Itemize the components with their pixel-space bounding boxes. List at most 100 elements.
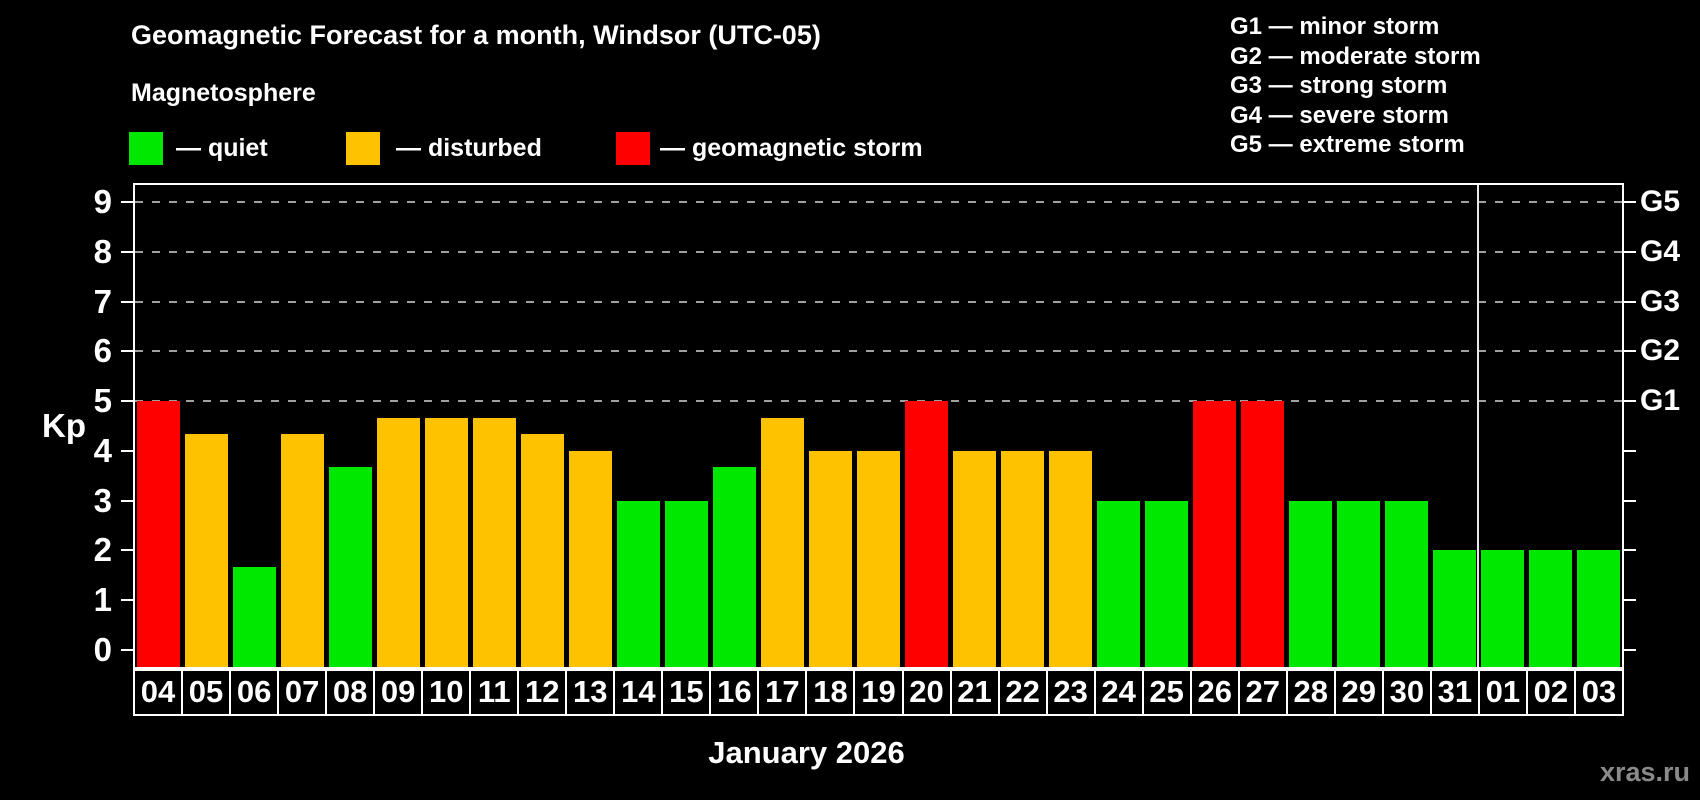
- bar-day-15: [665, 500, 709, 667]
- date-cell-23: 23: [1045, 669, 1096, 716]
- date-cell-30: 30: [1381, 669, 1432, 716]
- right-axis-label-g5: G5: [1640, 185, 1681, 219]
- y-axis-tick-left-7: [121, 300, 133, 303]
- y-axis-tick-left-6: [121, 350, 133, 353]
- y-axis-tick-right-7: [1624, 300, 1636, 303]
- bar-day-18: [809, 450, 853, 667]
- y-axis-title: Kp: [42, 407, 86, 444]
- date-cell-08: 08: [325, 669, 376, 716]
- bar-day-23: [1048, 450, 1092, 667]
- watermark: xras.ru: [1599, 757, 1690, 787]
- legend-storm-label: — geomagnetic storm: [660, 134, 923, 162]
- right-axis-label-g4: G4: [1640, 235, 1681, 269]
- bar-day-24: [1096, 500, 1140, 667]
- y-axis-tick-left-5: [121, 400, 133, 403]
- bar-day-06: [233, 566, 277, 667]
- date-cell-02: 02: [1525, 669, 1576, 716]
- y-axis-tick-right-2: [1624, 549, 1636, 552]
- date-cell-28: 28: [1285, 669, 1336, 716]
- month-separator-line: [1477, 185, 1480, 667]
- y-axis-tick-right-1: [1624, 598, 1636, 601]
- chart-subtitle: Magnetosphere: [131, 79, 316, 107]
- date-cell-13: 13: [565, 669, 616, 716]
- right-axis-label-g3: G3: [1640, 284, 1681, 318]
- chart-title: Geomagnetic Forecast for a month, Windso…: [131, 20, 821, 50]
- bar-day-13: [569, 450, 613, 667]
- plot-area: [133, 183, 1624, 669]
- y-axis-label-6: 6: [93, 332, 112, 370]
- y-axis-label-4: 4: [93, 431, 112, 469]
- bar-day-05: [185, 434, 229, 667]
- y-axis-tick-right-9: [1624, 201, 1636, 204]
- date-cell-09: 09: [373, 669, 424, 716]
- y-axis-label-5: 5: [93, 382, 112, 420]
- y-axis-label-1: 1: [93, 580, 112, 618]
- y-axis-tick-left-3: [121, 499, 133, 502]
- bar-day-29: [1336, 500, 1380, 667]
- y-axis-label-9: 9: [93, 183, 112, 221]
- date-cell-03: 03: [1573, 669, 1624, 716]
- date-cell-29: 29: [1333, 669, 1384, 716]
- date-cell-05: 05: [181, 669, 232, 716]
- date-cell-25: 25: [1141, 669, 1192, 716]
- right-axis-label-g2: G2: [1640, 334, 1681, 368]
- y-axis-tick-left-2: [121, 549, 133, 552]
- gridline-kp5: [135, 400, 1622, 403]
- gridline-kp9: [135, 201, 1622, 204]
- y-axis-tick-right-0: [1624, 648, 1636, 651]
- bar-day-03: [1576, 550, 1620, 667]
- bar-day-26: [1192, 401, 1236, 667]
- date-cell-07: 07: [277, 669, 328, 716]
- bar-day-16: [713, 467, 757, 667]
- date-cell-27: 27: [1237, 669, 1288, 716]
- date-cell-01: 01: [1477, 669, 1528, 716]
- g-legend-row-g5: G5 — extreme storm: [1230, 131, 1465, 159]
- date-cell-16: 16: [709, 669, 760, 716]
- date-cell-31: 31: [1429, 669, 1480, 716]
- bar-day-20: [904, 401, 948, 667]
- y-axis-tick-right-6: [1624, 350, 1636, 353]
- date-cell-18: 18: [805, 669, 856, 716]
- date-cell-14: 14: [613, 669, 664, 716]
- date-cell-10: 10: [421, 669, 472, 716]
- g-legend-row-g3: G3 — strong storm: [1230, 72, 1448, 100]
- bar-day-28: [1288, 500, 1332, 667]
- bar-day-04: [137, 401, 181, 667]
- y-axis-tick-left-4: [121, 449, 133, 452]
- y-axis-tick-left-0: [121, 648, 133, 651]
- y-axis-tick-left-9: [121, 201, 133, 204]
- date-cell-04: 04: [133, 669, 184, 716]
- bar-day-07: [281, 434, 325, 667]
- y-axis-tick-right-5: [1624, 400, 1636, 403]
- y-axis-tick-right-3: [1624, 499, 1636, 502]
- date-cell-06: 06: [229, 669, 280, 716]
- legend-disturbed-label: — disturbed: [396, 134, 542, 162]
- date-cell-24: 24: [1093, 669, 1144, 716]
- y-axis-label-2: 2: [93, 531, 112, 569]
- gridline-kp7: [135, 300, 1622, 303]
- g-legend-row-g4: G4 — severe storm: [1230, 101, 1449, 129]
- bar-day-11: [473, 417, 517, 667]
- bar-day-19: [857, 450, 900, 667]
- y-axis-tick-left-1: [121, 598, 133, 601]
- date-cell-12: 12: [517, 669, 568, 716]
- bar-day-02: [1528, 550, 1572, 667]
- bar-day-10: [425, 417, 469, 667]
- date-cell-20: 20: [901, 669, 952, 716]
- date-cell-21: 21: [949, 669, 1000, 716]
- gridline-kp6: [135, 350, 1622, 353]
- date-cell-22: 22: [997, 669, 1048, 716]
- x-axis-date-row: 04 05 06 07 08 09 10 11 12 13 14 15 16 17 18 19 20 21 22 23…: [133, 669, 1624, 716]
- y-axis-label-0: 0: [93, 630, 112, 668]
- y-axis-label-3: 3: [93, 481, 112, 519]
- bar-day-30: [1384, 500, 1428, 667]
- y-axis-label-7: 7: [93, 282, 112, 320]
- gridline-kp8: [135, 251, 1622, 254]
- right-axis-label-g1: G1: [1640, 384, 1681, 418]
- bar-day-08: [329, 467, 373, 667]
- g-scale-legend: G1 — minor storm G2 — moderate storm G3 …: [1230, 12, 1481, 160]
- date-cell-19: 19: [853, 669, 904, 716]
- date-cell-11: 11: [469, 669, 520, 716]
- y-axis-tick-right-4: [1624, 449, 1636, 452]
